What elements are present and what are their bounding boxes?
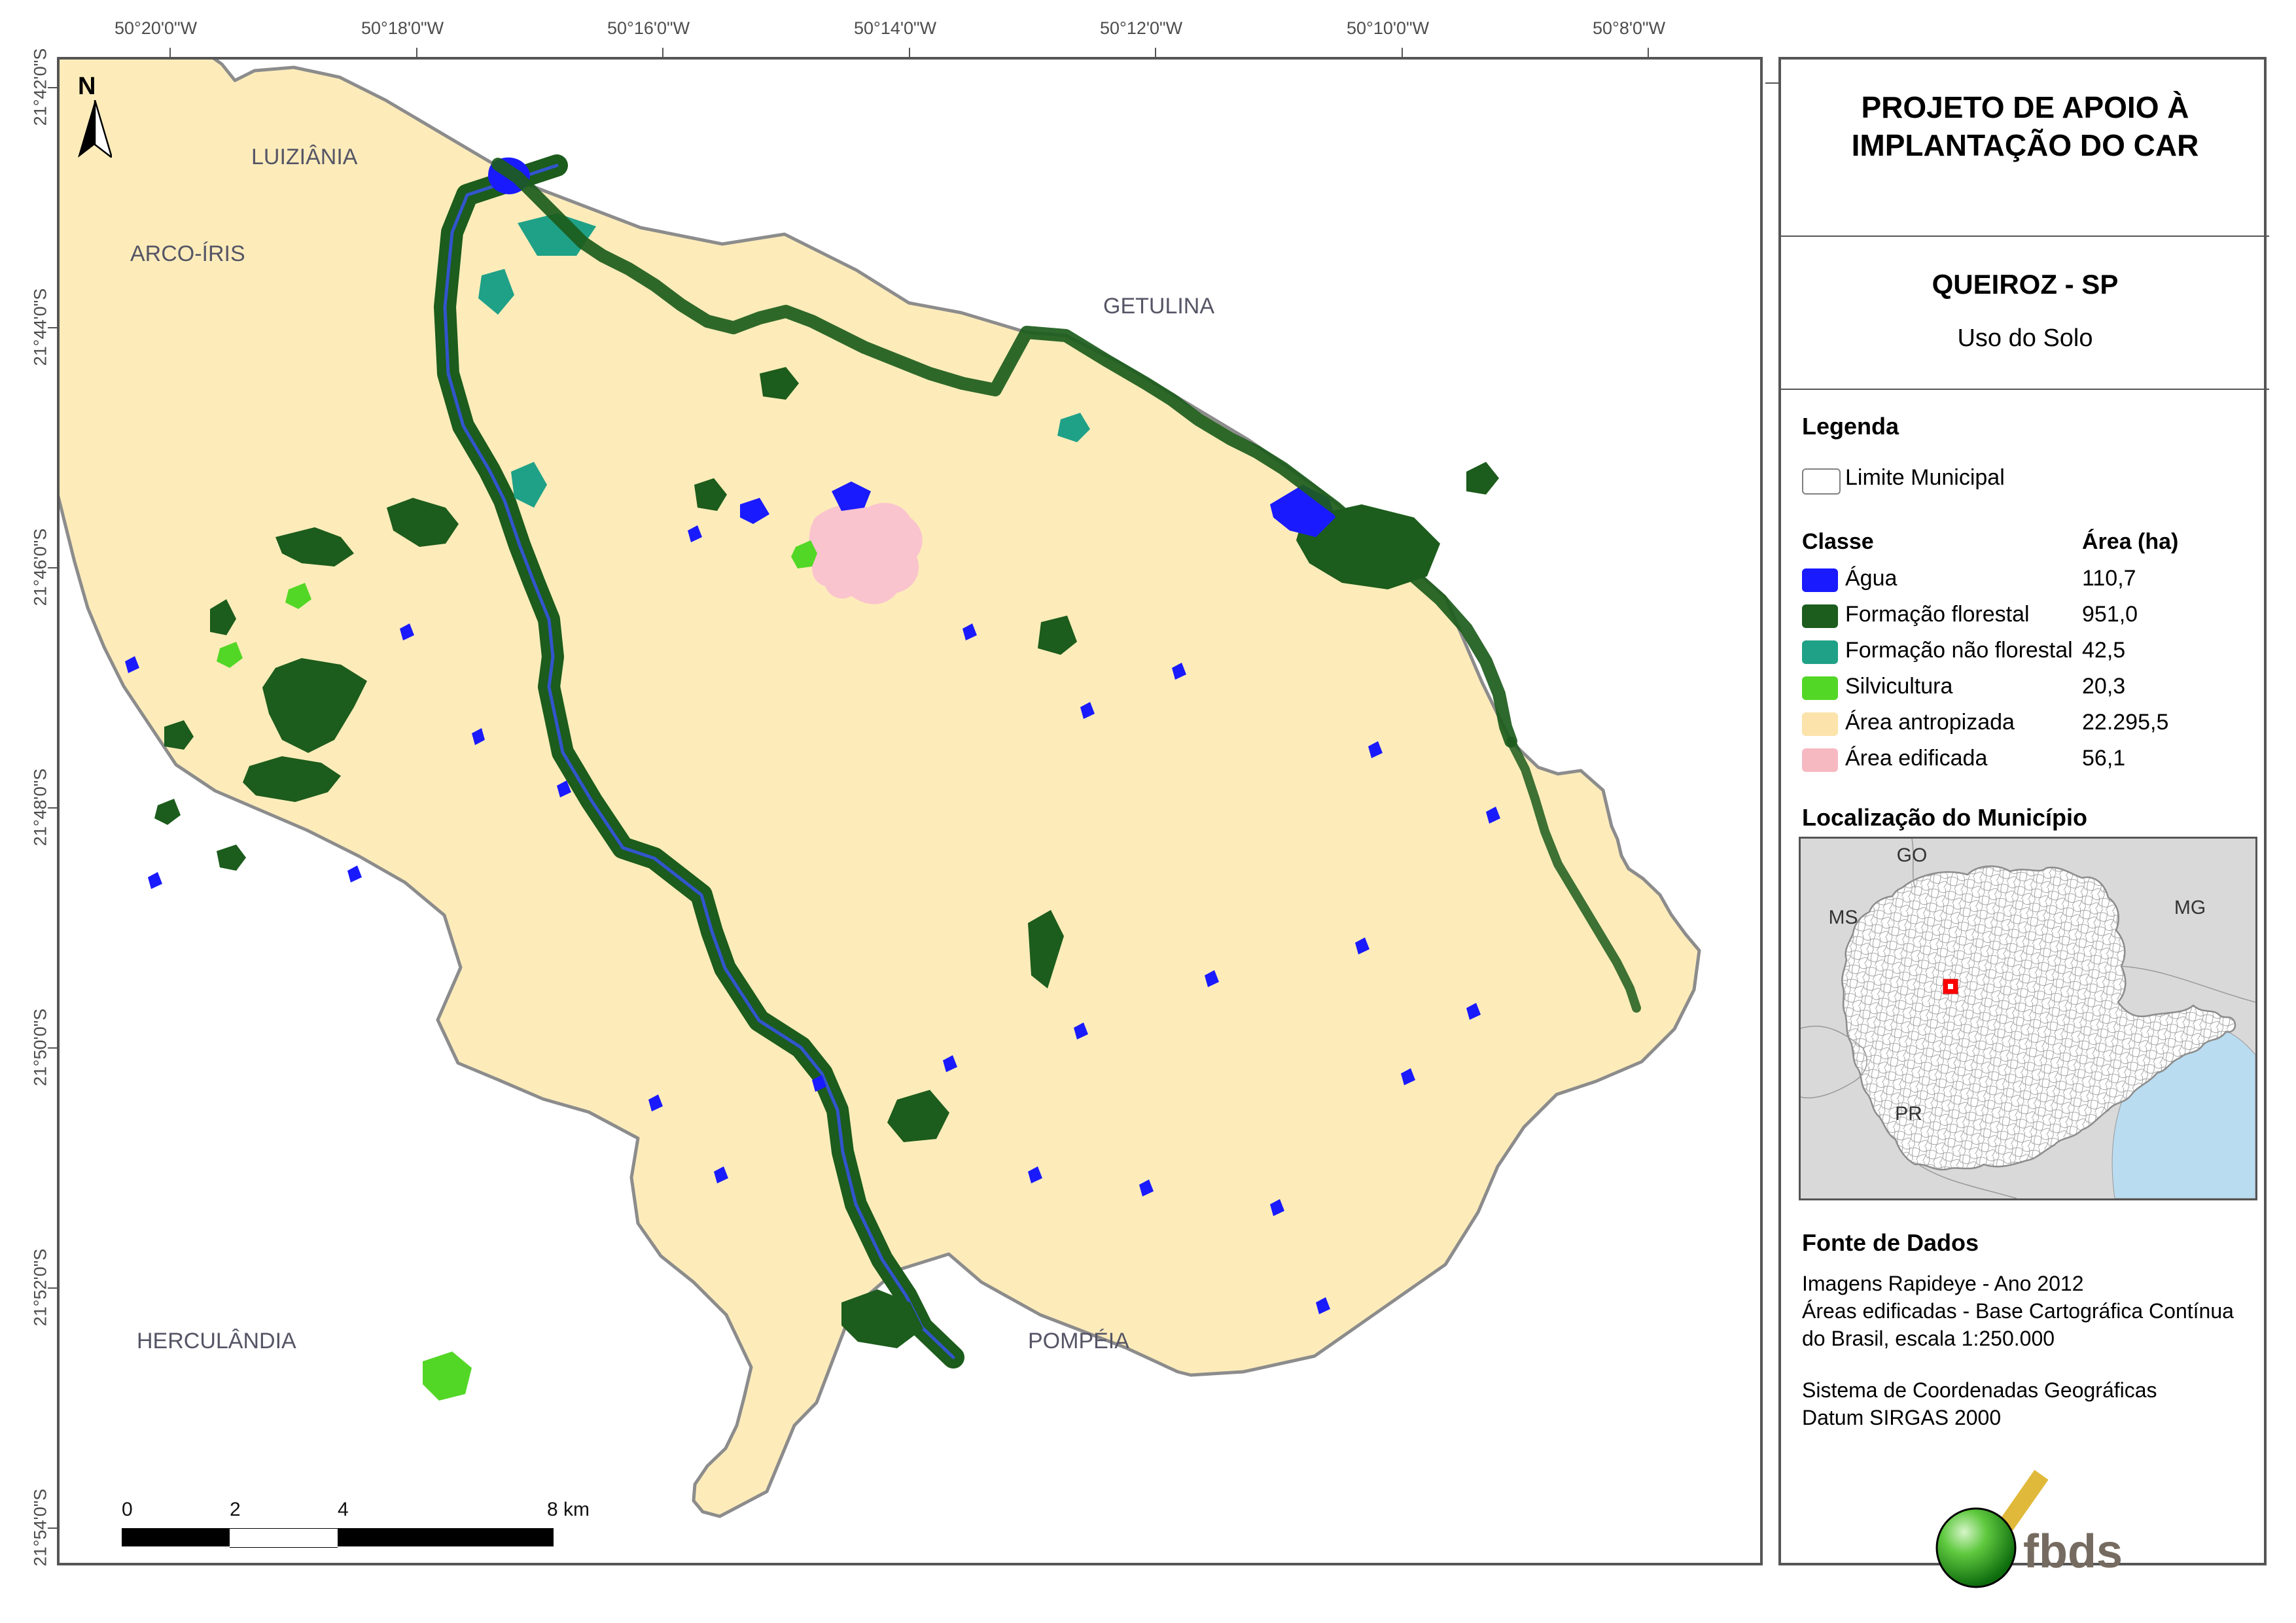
- svg-text:PR: PR: [1895, 1103, 1922, 1125]
- svg-text:fbds: fbds: [2023, 1526, 2123, 1578]
- svg-text:MG: MG: [2174, 897, 2206, 918]
- svg-text:MS: MS: [1829, 907, 1858, 928]
- svg-text:GO: GO: [1897, 845, 1928, 866]
